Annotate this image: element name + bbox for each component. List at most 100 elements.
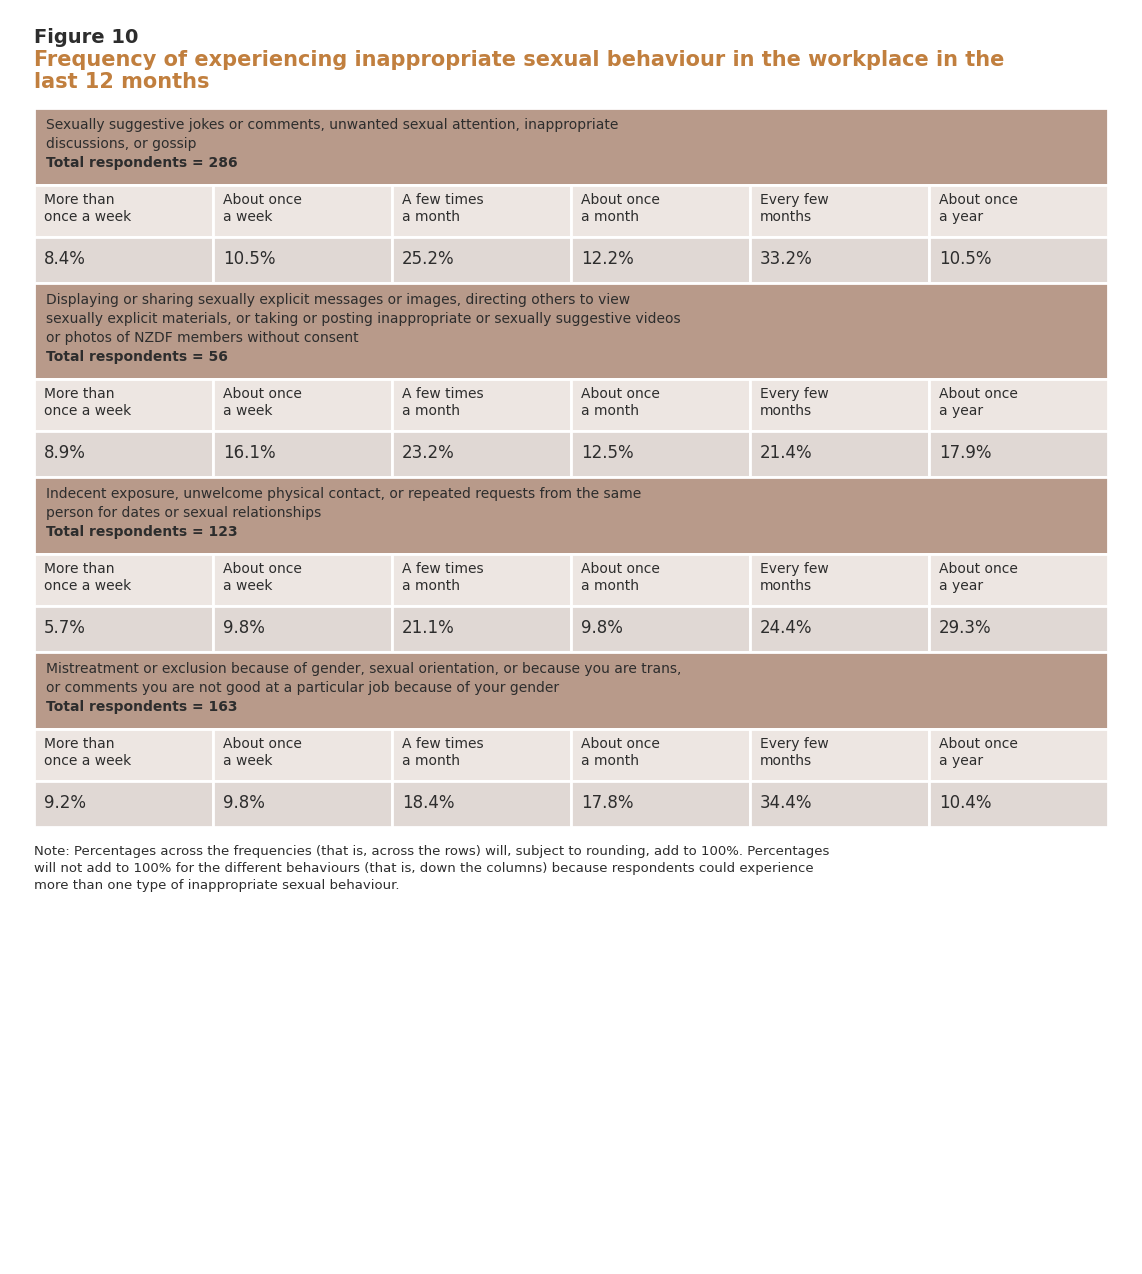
Text: A few times
a month: A few times a month <box>402 387 483 418</box>
Text: or comments you are not good at a particular job because of your gender: or comments you are not good at a partic… <box>46 682 560 696</box>
Bar <box>392 185 571 237</box>
Text: 33.2%: 33.2% <box>759 250 813 268</box>
Bar <box>214 378 392 431</box>
Text: About once
a year: About once a year <box>939 736 1018 768</box>
Bar <box>34 237 214 283</box>
Bar <box>750 729 928 781</box>
Text: 12.5%: 12.5% <box>581 445 634 462</box>
Bar <box>928 431 1108 476</box>
Text: About once
a year: About once a year <box>939 387 1018 418</box>
Text: 18.4%: 18.4% <box>402 794 455 812</box>
Bar <box>34 185 1108 237</box>
Bar <box>571 378 750 431</box>
Bar <box>34 606 214 652</box>
Text: Mistreatment or exclusion because of gender, sexual orientation, or because you : Mistreatment or exclusion because of gen… <box>46 662 682 676</box>
Bar <box>392 781 571 827</box>
Bar <box>750 431 928 476</box>
Text: Indecent exposure, unwelcome physical contact, or repeated requests from the sam: Indecent exposure, unwelcome physical co… <box>46 487 642 501</box>
Bar <box>392 729 571 781</box>
Text: 17.9%: 17.9% <box>939 445 991 462</box>
Bar <box>392 606 571 652</box>
Bar <box>571 237 750 283</box>
Bar <box>928 554 1108 606</box>
Bar <box>928 781 1108 827</box>
Text: Note: Percentages across the frequencies (that is, across the rows) will, subjec: Note: Percentages across the frequencies… <box>34 845 829 857</box>
Text: last 12 months: last 12 months <box>34 73 209 92</box>
Bar <box>214 554 392 606</box>
Text: Figure 10: Figure 10 <box>34 28 138 47</box>
Bar <box>571 606 750 652</box>
Text: About once
a week: About once a week <box>223 736 301 768</box>
Bar <box>571 781 750 827</box>
Text: Total respondents = 56: Total respondents = 56 <box>46 350 228 364</box>
Bar <box>392 378 571 431</box>
Bar <box>928 729 1108 781</box>
Bar <box>750 606 928 652</box>
Bar <box>571 185 750 237</box>
Bar <box>34 729 214 781</box>
Bar <box>214 185 392 237</box>
Text: person for dates or sexual relationships: person for dates or sexual relationships <box>46 506 321 520</box>
Bar <box>571 729 750 781</box>
Text: About once
a month: About once a month <box>581 387 660 418</box>
Text: Total respondents = 286: Total respondents = 286 <box>46 155 238 169</box>
Text: 8.9%: 8.9% <box>45 445 86 462</box>
Text: 5.7%: 5.7% <box>45 619 86 637</box>
Bar <box>34 606 1108 652</box>
Bar <box>392 431 571 476</box>
Bar <box>214 729 392 781</box>
Text: More than
once a week: More than once a week <box>45 736 131 768</box>
Text: 8.4%: 8.4% <box>45 250 86 268</box>
Bar <box>34 554 214 606</box>
Text: About once
a year: About once a year <box>939 562 1018 592</box>
Bar <box>928 237 1108 283</box>
Text: More than
once a week: More than once a week <box>45 387 131 418</box>
Text: 17.8%: 17.8% <box>581 794 634 812</box>
Text: Frequency of experiencing inappropriate sexual behaviour in the workplace in the: Frequency of experiencing inappropriate … <box>34 50 1004 70</box>
Text: 16.1%: 16.1% <box>223 445 275 462</box>
Text: About once
a month: About once a month <box>581 562 660 592</box>
Text: About once
a week: About once a week <box>223 562 301 592</box>
Bar <box>750 554 928 606</box>
Text: sexually explicit materials, or taking or posting inappropriate or sexually sugg: sexually explicit materials, or taking o… <box>46 312 681 326</box>
Text: 25.2%: 25.2% <box>402 250 455 268</box>
Text: Every few
months: Every few months <box>759 736 829 768</box>
Text: 34.4%: 34.4% <box>759 794 812 812</box>
Bar <box>214 431 392 476</box>
Text: More than
once a week: More than once a week <box>45 192 131 224</box>
Text: 10.5%: 10.5% <box>223 250 275 268</box>
Bar <box>34 781 1108 827</box>
Bar <box>34 237 1108 283</box>
Bar <box>750 378 928 431</box>
Bar <box>392 237 571 283</box>
Bar <box>214 781 392 827</box>
Bar <box>928 606 1108 652</box>
Text: Every few
months: Every few months <box>759 562 829 592</box>
Bar <box>571 431 750 476</box>
Text: About once
a month: About once a month <box>581 192 660 224</box>
Text: Total respondents = 123: Total respondents = 123 <box>46 525 238 539</box>
Text: 9.8%: 9.8% <box>223 619 265 637</box>
Text: 9.8%: 9.8% <box>223 794 265 812</box>
Text: or photos of NZDF members without consent: or photos of NZDF members without consen… <box>46 331 359 345</box>
Bar <box>34 476 1108 554</box>
Bar <box>214 237 392 283</box>
Text: Sexually suggestive jokes or comments, unwanted sexual attention, inappropriate: Sexually suggestive jokes or comments, u… <box>46 118 618 132</box>
Text: 10.5%: 10.5% <box>939 250 991 268</box>
Bar <box>34 781 214 827</box>
Text: discussions, or gossip: discussions, or gossip <box>46 138 196 152</box>
Bar <box>34 431 214 476</box>
Bar <box>928 378 1108 431</box>
Text: Every few
months: Every few months <box>759 387 829 418</box>
Text: About once
a week: About once a week <box>223 192 301 224</box>
Bar <box>214 606 392 652</box>
Bar <box>750 185 928 237</box>
Text: will not add to 100% for the different behaviours (that is, down the columns) be: will not add to 100% for the different b… <box>34 862 813 875</box>
Text: 10.4%: 10.4% <box>939 794 991 812</box>
Bar <box>34 378 1108 431</box>
Text: A few times
a month: A few times a month <box>402 736 483 768</box>
Text: About once
a month: About once a month <box>581 736 660 768</box>
Text: 24.4%: 24.4% <box>759 619 812 637</box>
Bar <box>928 185 1108 237</box>
Text: Total respondents = 163: Total respondents = 163 <box>46 699 238 713</box>
